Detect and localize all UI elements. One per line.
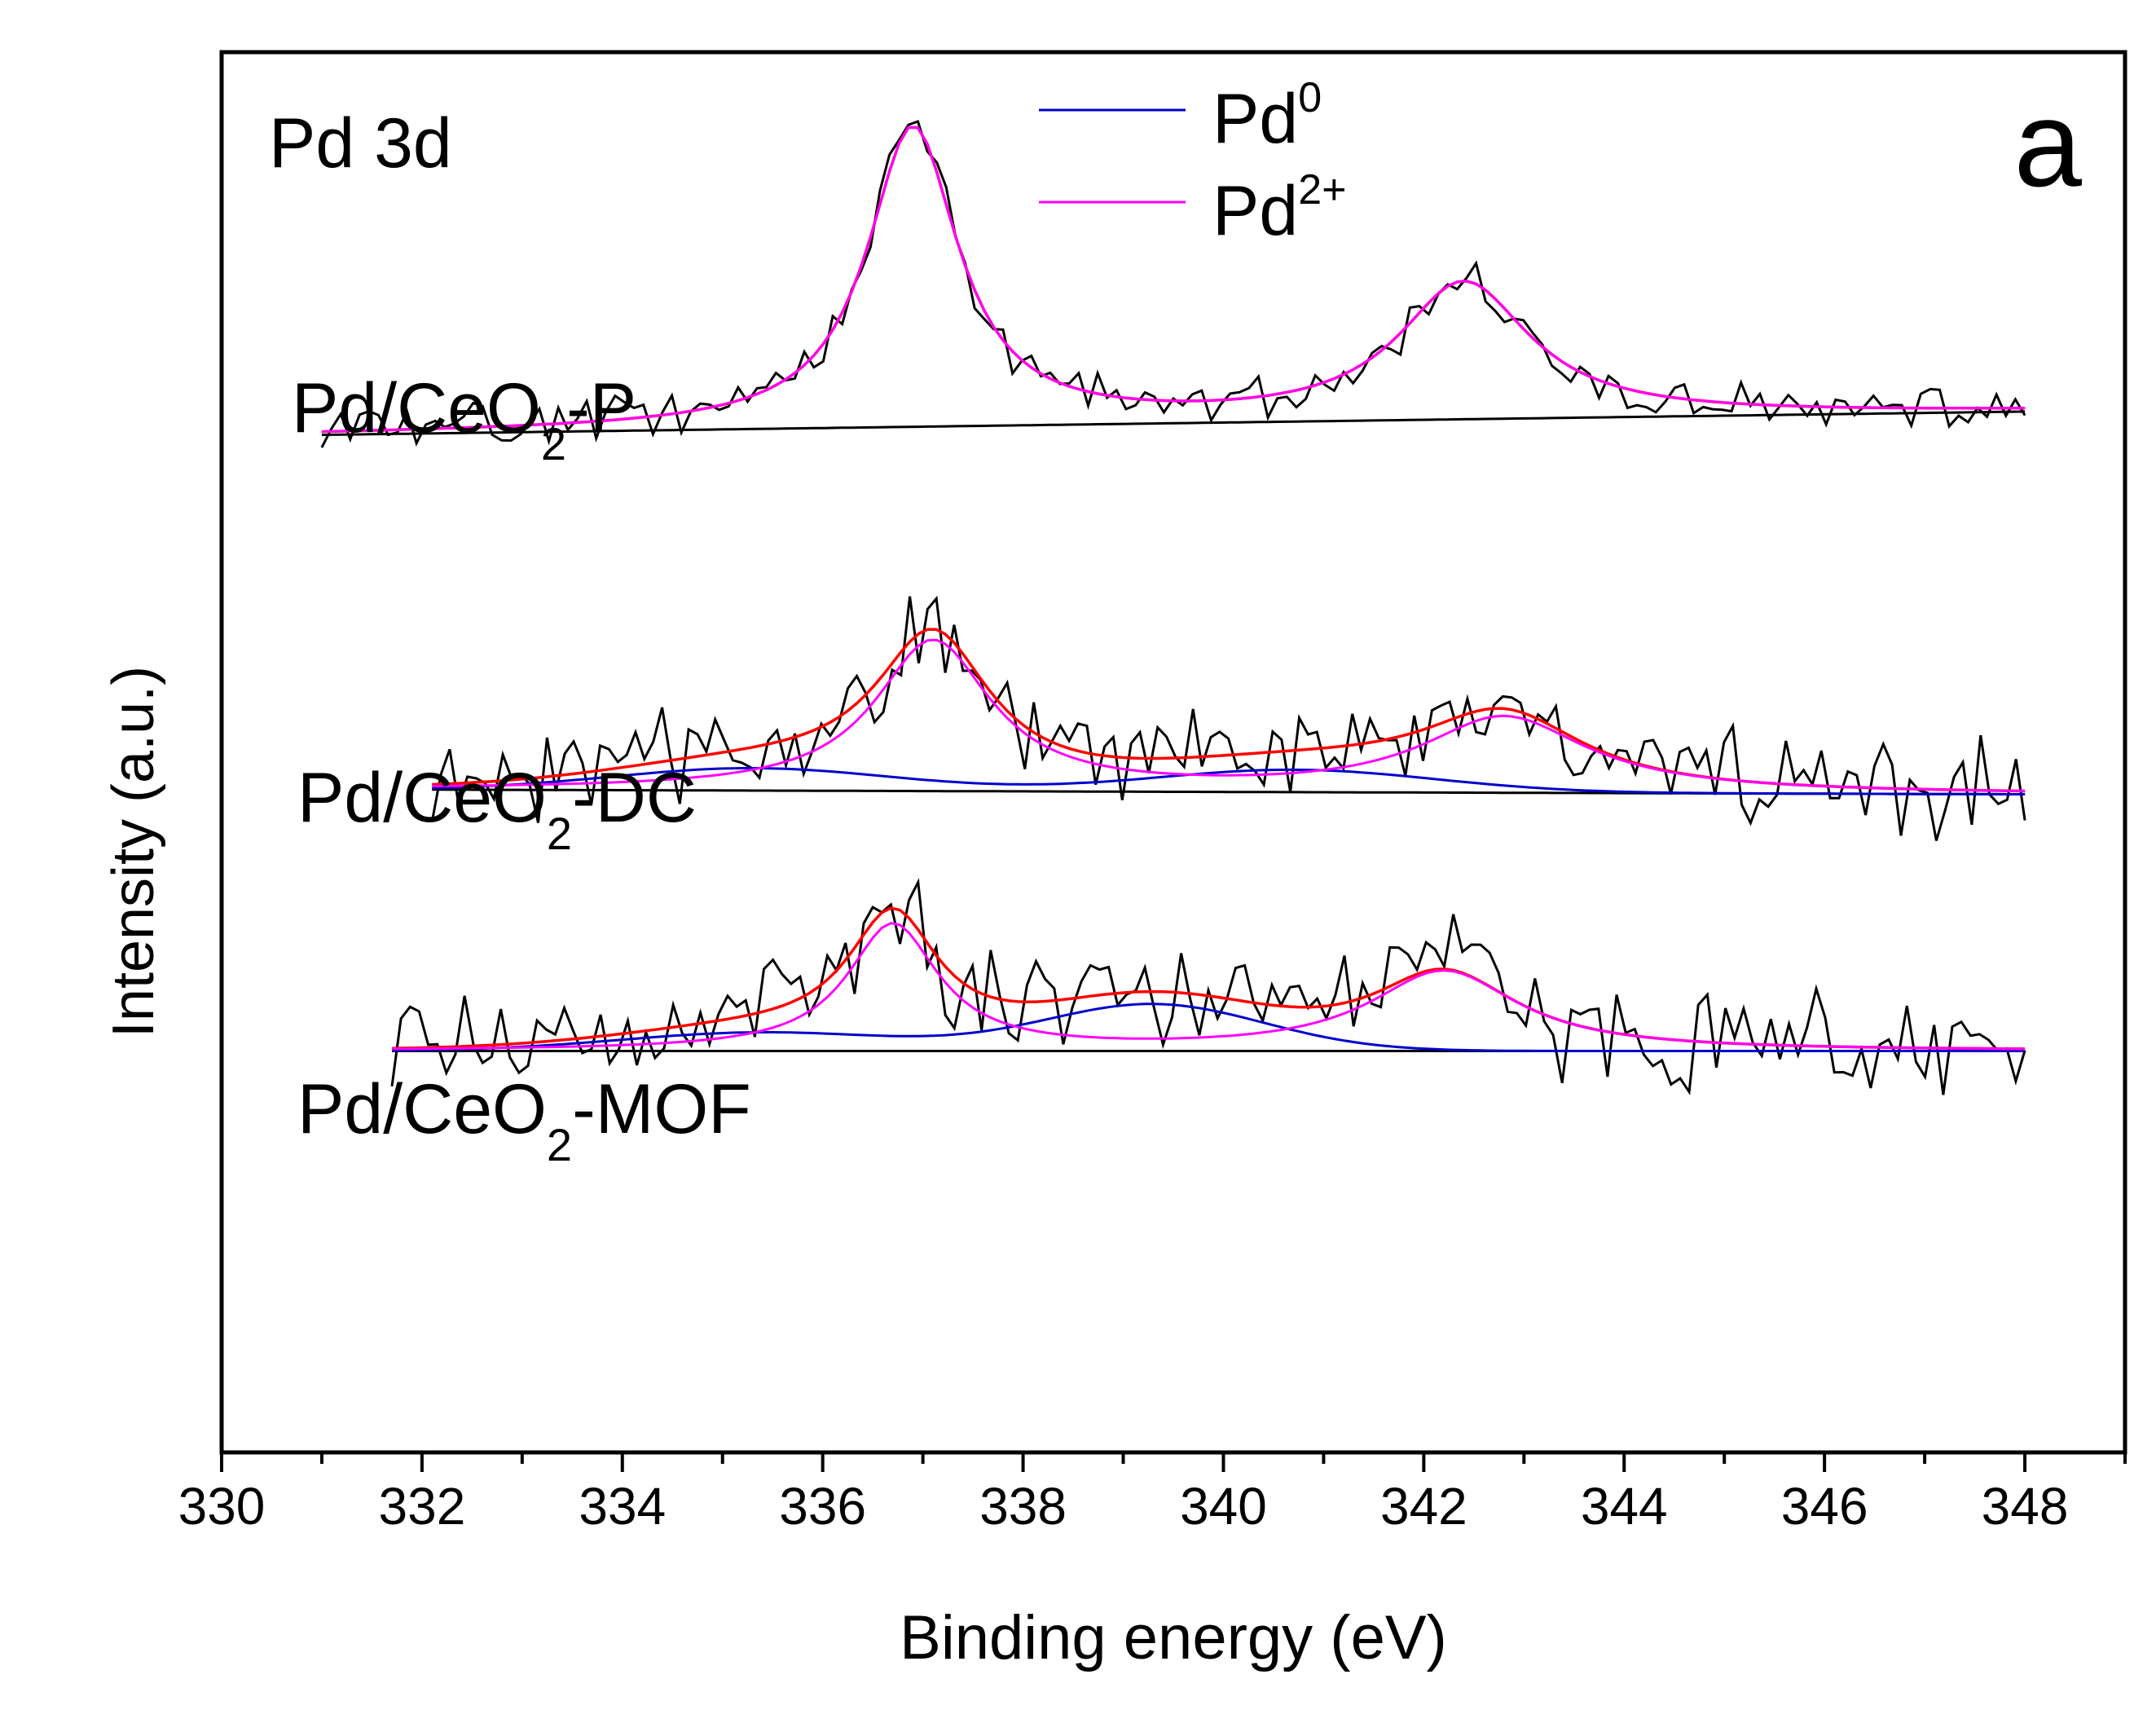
x-tick-label: 340 (1180, 1477, 1267, 1536)
sample-label: Pd/CeO2-MOF (297, 1070, 751, 1170)
x-tick-label: 348 (1982, 1477, 2069, 1536)
x-axis-title: Binding energy (eV) (900, 1603, 1447, 1672)
x-tick-label: 342 (1380, 1477, 1467, 1536)
x-tick-label: 336 (779, 1477, 866, 1536)
y-axis-title: Intensity (a.u.) (101, 666, 166, 1038)
sample-label: Pd/CeO2-P (292, 369, 636, 469)
sample-labels: Pd/CeO2-P Pd/CeO2-DC Pd/CeO2-MOF (292, 369, 751, 1170)
x-tick-label: 338 (979, 1477, 1067, 1536)
x-axis: 330 332 334 336 338 340 342 344 346 348 (178, 1452, 2127, 1536)
sample-group-2 (390, 878, 2026, 1095)
plot-area (219, 50, 2127, 1455)
legend-label: Pd2+ (1212, 166, 1347, 250)
x-tick-label: 344 (1581, 1477, 1668, 1536)
pd2-fit-line (392, 922, 2026, 1051)
sample-label: Pd/CeO2-DC (297, 759, 697, 859)
raw-spectrum-line (320, 120, 2026, 448)
plot-frame (219, 50, 2127, 1455)
panel-label: a (2014, 75, 2083, 212)
pd0-fit-line (432, 767, 2026, 795)
pd2-fit-line (321, 126, 2026, 434)
baseline-line (321, 410, 2026, 437)
pd0-fit-line (391, 1003, 2026, 1052)
raw-spectrum-line (430, 595, 2026, 841)
region-label: Pd 3d (269, 104, 452, 183)
x-tick-label: 332 (379, 1477, 466, 1536)
sample-group-0 (320, 120, 2026, 448)
pd2-fit-line (432, 638, 2026, 792)
x-tick-label: 346 (1781, 1477, 1868, 1536)
raw-spectrum-line (390, 878, 2026, 1095)
legend-label: Pd0 (1212, 74, 1322, 158)
x-tick-label: 330 (178, 1477, 266, 1536)
x-tick-label: 334 (579, 1477, 666, 1536)
sample-group-1 (430, 595, 2026, 841)
series-layer (320, 120, 2026, 1095)
envelope-fit-line (391, 906, 2026, 1051)
